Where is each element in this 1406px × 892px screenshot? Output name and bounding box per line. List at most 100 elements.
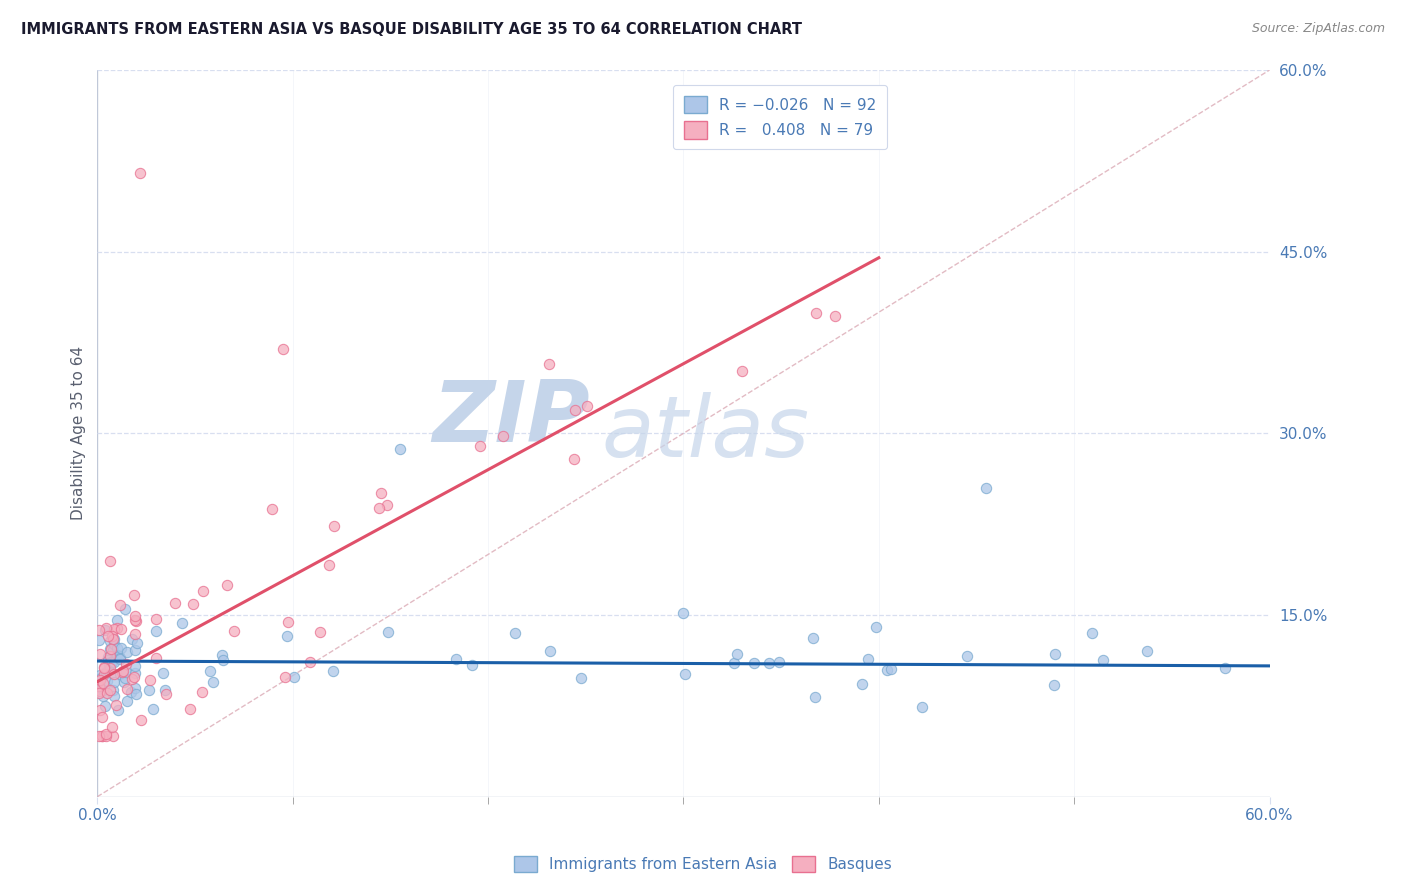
Point <box>103 622 125 636</box>
Point <box>121 673 143 687</box>
Point <box>731 364 754 378</box>
Point <box>93 667 115 681</box>
Point <box>122 670 145 684</box>
Point <box>101 729 124 743</box>
Text: IMMIGRANTS FROM EASTERN ASIA VS BASQUE DISABILITY AGE 35 TO 64 CORRELATION CHART: IMMIGRANTS FROM EASTERN ASIA VS BASQUE D… <box>21 22 801 37</box>
Point <box>564 402 586 417</box>
Point <box>105 641 128 656</box>
Point <box>89 623 111 637</box>
Point <box>190 684 212 698</box>
Point <box>110 598 132 612</box>
Point <box>723 656 745 670</box>
Point <box>139 673 162 687</box>
Point <box>124 659 146 673</box>
Point <box>163 596 186 610</box>
Point <box>1136 644 1159 658</box>
Point <box>1213 660 1236 674</box>
Point <box>91 729 114 743</box>
Point <box>98 649 121 664</box>
Point <box>93 659 115 673</box>
Point <box>768 655 790 669</box>
Point <box>97 653 120 667</box>
Point <box>120 685 142 699</box>
Point <box>108 667 131 681</box>
Point <box>1080 625 1102 640</box>
Point <box>104 698 127 712</box>
Point <box>461 658 484 673</box>
Point <box>129 166 152 180</box>
Point <box>96 686 118 700</box>
Point <box>96 729 118 743</box>
Point <box>124 681 146 695</box>
Point <box>377 498 399 512</box>
Text: ZIP: ZIP <box>432 377 589 460</box>
Point <box>851 677 873 691</box>
Point <box>856 651 879 665</box>
Point <box>91 682 114 697</box>
Point <box>103 632 125 646</box>
Point <box>114 602 136 616</box>
Point <box>97 658 120 673</box>
Point <box>562 452 585 467</box>
Point <box>107 703 129 717</box>
Point <box>298 655 321 669</box>
Point <box>124 686 146 700</box>
Point <box>98 554 121 568</box>
Point <box>101 666 124 681</box>
Point <box>114 657 136 672</box>
Point <box>124 627 146 641</box>
Point <box>1043 678 1066 692</box>
Point <box>94 665 117 679</box>
Point <box>145 612 167 626</box>
Point <box>145 624 167 638</box>
Point <box>96 649 118 664</box>
Point <box>103 655 125 669</box>
Point <box>90 681 112 695</box>
Point <box>202 674 225 689</box>
Point <box>277 615 299 629</box>
Point <box>101 655 124 669</box>
Point <box>492 429 515 443</box>
Point <box>155 682 177 697</box>
Point <box>274 670 297 684</box>
Point <box>94 727 117 741</box>
Point <box>89 633 111 648</box>
Point <box>276 629 298 643</box>
Point <box>103 682 125 697</box>
Point <box>318 558 340 573</box>
Point <box>108 648 131 663</box>
Point <box>211 648 233 662</box>
Point <box>801 632 824 646</box>
Point <box>115 665 138 679</box>
Point <box>121 632 143 646</box>
Point <box>377 625 399 640</box>
Point <box>142 702 165 716</box>
Point <box>89 729 111 743</box>
Point <box>212 653 235 667</box>
Point <box>170 616 193 631</box>
Point <box>105 648 128 662</box>
Point <box>537 357 560 371</box>
Point <box>322 664 344 678</box>
Point <box>806 306 828 320</box>
Point <box>804 690 827 704</box>
Point <box>111 665 134 680</box>
Point <box>89 647 111 661</box>
Point <box>181 598 204 612</box>
Point <box>115 645 138 659</box>
Point <box>155 687 177 701</box>
Text: Source: ZipAtlas.com: Source: ZipAtlas.com <box>1251 22 1385 36</box>
Point <box>115 694 138 708</box>
Point <box>108 650 131 665</box>
Point <box>124 665 146 680</box>
Point <box>911 699 934 714</box>
Point <box>569 671 592 685</box>
Point <box>101 720 124 734</box>
Point <box>468 439 491 453</box>
Point <box>129 714 152 728</box>
Point <box>110 622 132 636</box>
Point <box>94 699 117 714</box>
Point <box>101 628 124 642</box>
Point <box>89 703 111 717</box>
Point <box>124 608 146 623</box>
